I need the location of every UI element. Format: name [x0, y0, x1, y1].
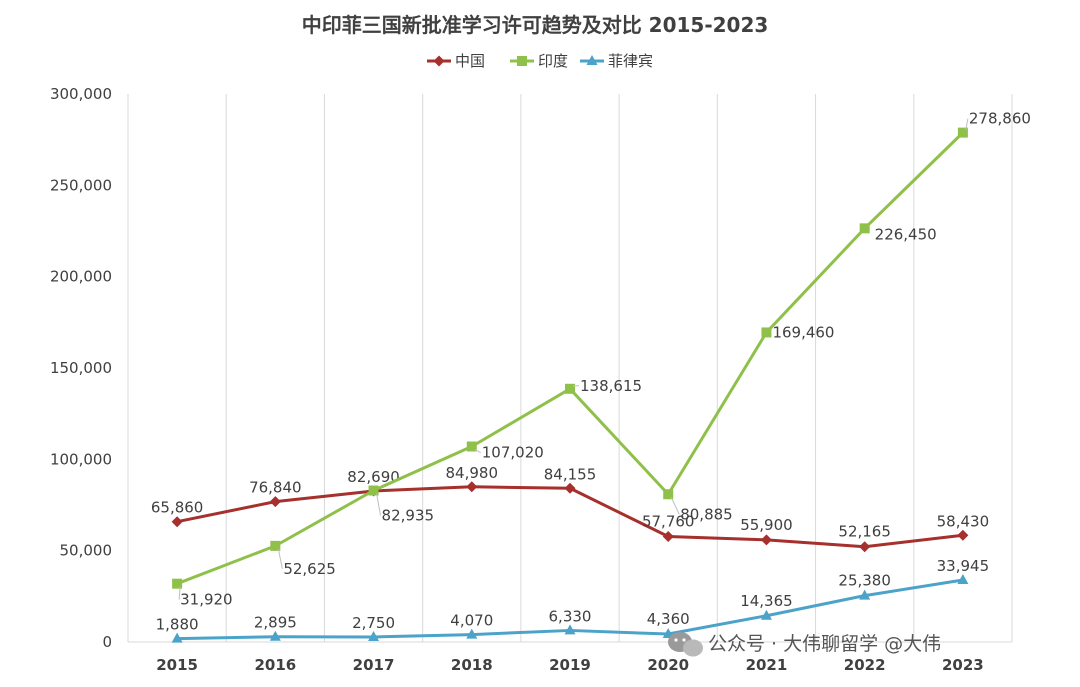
- data-point: [761, 327, 772, 338]
- data-label: 14,365: [740, 592, 793, 610]
- legend-label: 印度: [538, 52, 568, 70]
- data-label: 57,760: [642, 512, 695, 530]
- label-leader: [178, 586, 181, 600]
- label-leader: [474, 449, 482, 453]
- x-tick-label: 2021: [746, 656, 788, 674]
- x-tick-label: 2018: [451, 656, 493, 674]
- data-point: [172, 578, 183, 589]
- data-point: [957, 529, 969, 541]
- data-label: 80,885: [680, 505, 733, 523]
- y-tick-label: 50,000: [60, 542, 113, 560]
- data-point: [859, 541, 871, 553]
- data-point: [517, 56, 527, 66]
- data-label: 138,615: [580, 377, 642, 395]
- x-tick-label: 2020: [647, 656, 689, 674]
- y-tick-label: 100,000: [50, 450, 112, 468]
- y-axis: 0 50,000 100,000 150,000 200,000 250,000 300,0…: [50, 85, 112, 651]
- legend: 中国 印度 菲律宾: [427, 52, 653, 70]
- series-layer: 65,860 76,840 82,690 84,980 84,155 57,760 55,9…: [151, 110, 1031, 643]
- data-label: 31,920: [180, 591, 233, 609]
- data-label: 76,840: [249, 479, 302, 497]
- data-label: 2,750: [352, 614, 395, 632]
- data-point: [270, 540, 281, 551]
- data-point: [859, 223, 870, 234]
- data-point: [368, 485, 379, 496]
- label-leader: [670, 497, 680, 515]
- label-leader: [965, 118, 969, 130]
- series-2: 31,920 52,625 82,935 107,020 138,615 80,885 16…: [172, 110, 1031, 609]
- grid: [127, 94, 1013, 643]
- x-tick-label: 2015: [156, 656, 198, 674]
- data-label: 278,860: [969, 110, 1031, 128]
- data-point: [957, 127, 968, 138]
- data-label: 84,155: [544, 465, 597, 483]
- legend-label: 中国: [455, 52, 485, 70]
- data-point: [433, 55, 445, 67]
- data-label: 52,165: [838, 523, 891, 541]
- label-leader: [376, 493, 382, 516]
- data-point: [466, 628, 478, 639]
- data-point: [466, 481, 478, 493]
- data-point: [171, 632, 183, 643]
- data-point: [859, 589, 871, 600]
- data-point: [368, 630, 380, 641]
- watermark: 公众号 · 大伟聊留学 @大伟: [668, 632, 941, 657]
- data-point: [171, 516, 183, 528]
- series-line: [176, 131, 964, 586]
- data-label: 82,935: [382, 507, 435, 525]
- data-point: [760, 609, 772, 620]
- y-tick-label: 0: [102, 633, 112, 651]
- x-tick-label: 2022: [844, 656, 886, 674]
- data-label: 65,860: [151, 499, 204, 517]
- data-label: 1,880: [156, 616, 199, 634]
- y-tick-label: 200,000: [50, 268, 112, 286]
- data-label: 55,900: [740, 516, 793, 534]
- data-point: [269, 496, 281, 508]
- data-point: [269, 630, 281, 641]
- data-point: [564, 624, 576, 635]
- x-tick-label: 2023: [942, 656, 984, 674]
- x-tick-label: 2016: [254, 656, 296, 674]
- data-label: 33,945: [937, 557, 990, 575]
- x-tick-label: 2019: [549, 656, 591, 674]
- y-tick-label: 150,000: [50, 359, 112, 377]
- data-label: 84,980: [446, 464, 499, 482]
- data-point: [957, 573, 969, 584]
- series-1: 65,860 76,840 82,690 84,980 84,155 57,760 55,9…: [151, 464, 990, 553]
- data-label: 6,330: [549, 607, 592, 625]
- data-label: 2,895: [254, 614, 297, 632]
- data-label: 169,460: [772, 323, 834, 341]
- data-label: 82,690: [347, 468, 400, 486]
- watermark-text: 公众号 · 大伟聊留学 @大伟: [708, 633, 941, 655]
- data-label: 4,070: [450, 612, 493, 630]
- data-point: [663, 489, 674, 500]
- data-point: [662, 530, 674, 542]
- data-label: 226,450: [875, 225, 937, 243]
- legend-label: 菲律宾: [608, 52, 653, 70]
- wechat-icon: [668, 632, 703, 657]
- y-tick-label: 300,000: [50, 85, 112, 103]
- data-label: 58,430: [937, 512, 990, 530]
- data-point: [760, 534, 772, 546]
- y-tick-label: 250,000: [50, 176, 112, 194]
- label-leader: [277, 548, 283, 569]
- data-label: 4,360: [647, 610, 690, 628]
- data-point: [586, 55, 598, 65]
- x-axis: 2015 2016 2017 2018 2019 2020 2021 2022 2023: [156, 656, 984, 674]
- data-label: 52,625: [283, 560, 336, 578]
- x-tick-label: 2017: [353, 656, 395, 674]
- data-label: 107,020: [482, 444, 544, 462]
- chart-title: 中印菲三国新批准学习许可趋势及对比 2015-2023: [302, 13, 769, 37]
- data-point: [564, 482, 576, 494]
- data-point: [565, 383, 575, 394]
- series-3: 1,880 2,895 2,750 4,070 6,330 4,360 14,365 25,3…: [156, 557, 990, 643]
- data-point: [466, 441, 477, 452]
- data-label: 25,380: [838, 572, 891, 590]
